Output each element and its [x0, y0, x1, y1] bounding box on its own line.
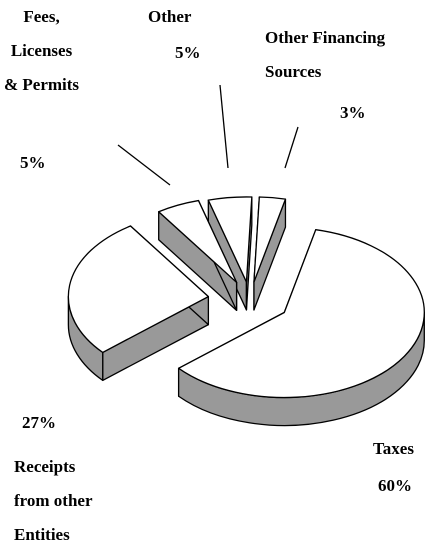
value-label: 5%: [20, 153, 46, 172]
slice: [158, 199, 238, 312]
value-label: 27%: [22, 413, 56, 432]
value-label: 3%: [340, 103, 366, 122]
slice: [177, 229, 425, 427]
slice: [67, 225, 210, 354]
value-label: 60%: [378, 476, 412, 495]
slice-label: Receipts from other Entities: [14, 457, 93, 544]
slice-label: Other: [148, 7, 192, 26]
leader-line: [284, 126, 299, 169]
slice-label: Fees, Licenses & Permits: [4, 7, 80, 94]
leader-line: [117, 144, 171, 186]
slice: [253, 196, 287, 311]
slice: [253, 196, 287, 283]
value-label: 5%: [175, 43, 201, 62]
leader-line: [219, 84, 229, 169]
slice: [67, 225, 210, 382]
slice: [207, 196, 253, 283]
slice-label: Other Financing Sources: [265, 28, 386, 81]
slice-label: Taxes: [373, 439, 414, 458]
slice: [158, 199, 238, 284]
slice: [177, 229, 425, 399]
